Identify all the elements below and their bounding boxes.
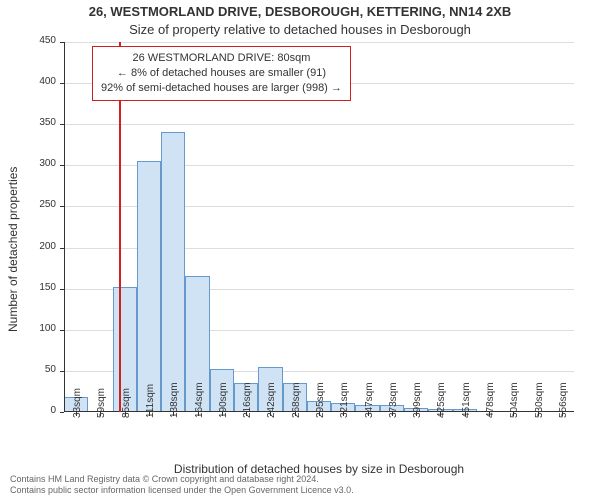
y-tick [60, 289, 64, 290]
y-tick-label: 50 [16, 364, 56, 375]
y-tick-label: 0 [16, 405, 56, 416]
y-tick-label: 300 [16, 158, 56, 169]
y-tick [60, 165, 64, 166]
annotation-line-2: ← 8% of detached houses are smaller (91) [101, 66, 342, 81]
y-tick [60, 206, 64, 207]
y-axis [64, 42, 65, 412]
footer-line-2: Contains public sector information licen… [10, 485, 354, 496]
footer: Contains HM Land Registry data © Crown c… [10, 474, 354, 496]
y-tick-label: 400 [16, 76, 56, 87]
title-line-2: Size of property relative to detached ho… [0, 22, 600, 37]
y-tick-label: 200 [16, 241, 56, 252]
y-tick-label: 350 [16, 117, 56, 128]
histogram-bar [161, 132, 185, 412]
y-tick-label: 150 [16, 282, 56, 293]
y-tick-label: 100 [16, 323, 56, 334]
y-axis-label: Number of detached properties [6, 302, 20, 332]
y-tick [60, 42, 64, 43]
title-line-1: 26, WESTMORLAND DRIVE, DESBOROUGH, KETTE… [0, 4, 600, 19]
y-tick-label: 250 [16, 199, 56, 210]
gridline [64, 124, 574, 125]
y-tick [60, 248, 64, 249]
y-tick [60, 330, 64, 331]
gridline [64, 42, 574, 43]
y-tick-label: 450 [16, 35, 56, 46]
y-tick [60, 371, 64, 372]
figure: 26, WESTMORLAND DRIVE, DESBOROUGH, KETTE… [0, 0, 600, 500]
y-tick [60, 412, 64, 413]
annotation-line-1: 26 WESTMORLAND DRIVE: 80sqm [101, 51, 342, 66]
histogram-bar [137, 161, 161, 412]
y-tick [60, 83, 64, 84]
y-tick [60, 124, 64, 125]
annotation-box: 26 WESTMORLAND DRIVE: 80sqm ← 8% of deta… [92, 46, 351, 101]
annotation-line-3: 92% of semi-detached houses are larger (… [101, 81, 342, 96]
footer-line-1: Contains HM Land Registry data © Crown c… [10, 474, 354, 485]
